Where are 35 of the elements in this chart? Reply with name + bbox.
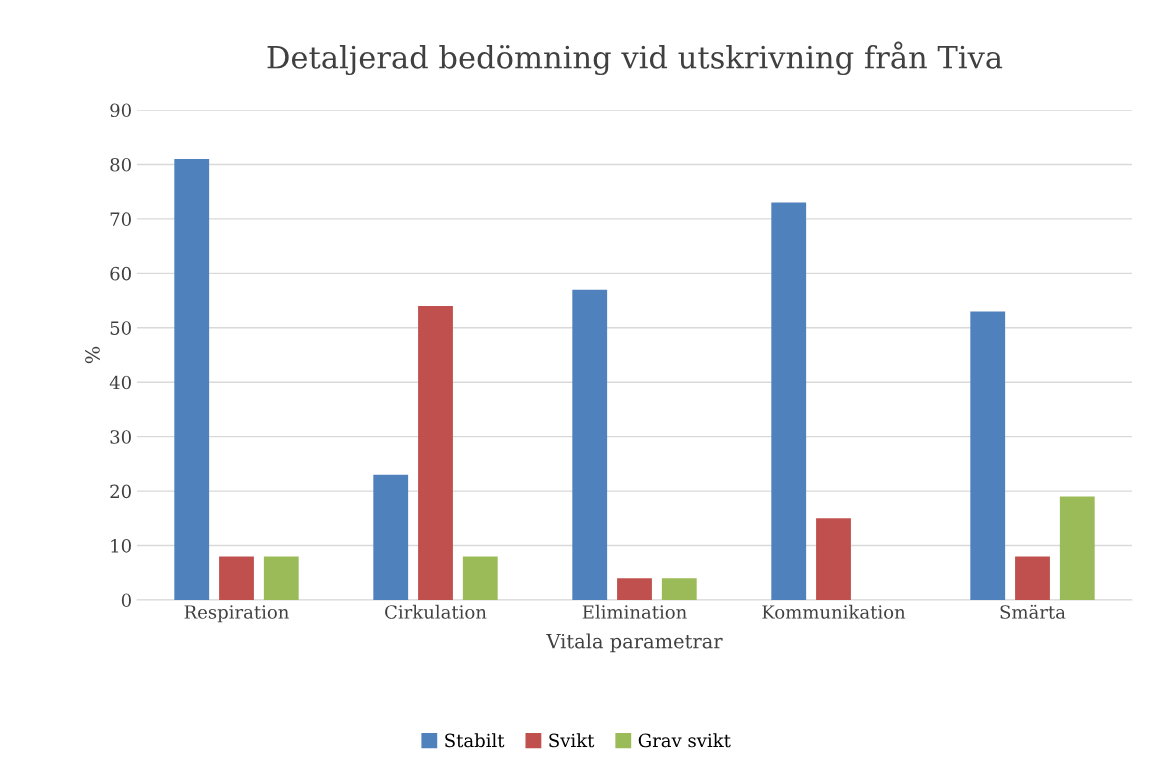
y-tick-label: 30 bbox=[110, 430, 131, 444]
y-tick-label: 50 bbox=[110, 321, 131, 335]
bar bbox=[617, 578, 652, 600]
bar bbox=[174, 159, 210, 600]
x-tick-label: Smärta bbox=[1000, 604, 1066, 619]
y-tick-label: 60 bbox=[110, 266, 131, 281]
bar bbox=[263, 556, 299, 600]
y-tick-label: 70 bbox=[110, 212, 131, 227]
chart-title: Detaljerad bedömning vid utskrivning från Tiva bbox=[267, 41, 1003, 76]
bar bbox=[1059, 496, 1095, 600]
bar bbox=[816, 518, 851, 600]
legend-label: Svikt bbox=[549, 733, 595, 748]
y-tick-label: 0 bbox=[121, 593, 131, 608]
legend-label: Grav svikt bbox=[638, 733, 731, 748]
x-tick-label: Elimination bbox=[582, 604, 687, 619]
y-tick-label: 10 bbox=[111, 539, 131, 553]
y-tick-label: 40 bbox=[109, 375, 131, 390]
y-tick-label: 90 bbox=[110, 103, 131, 118]
y-tick-label: 80 bbox=[110, 157, 131, 172]
bar bbox=[219, 556, 254, 600]
bar bbox=[462, 556, 498, 600]
bar bbox=[373, 474, 409, 600]
x-tick-label: Cirkulation bbox=[385, 604, 487, 619]
y-tick-label: 20 bbox=[110, 484, 131, 499]
bar bbox=[970, 311, 1006, 600]
bar bbox=[418, 306, 453, 600]
legend-label: Stabilt bbox=[445, 733, 505, 748]
bar bbox=[1015, 556, 1050, 600]
x-axis-title: Vitala parametrar bbox=[546, 633, 723, 653]
bar bbox=[661, 578, 697, 600]
x-tick-label: Kommunikation bbox=[762, 604, 906, 619]
bar bbox=[572, 289, 608, 600]
bar bbox=[771, 202, 807, 600]
x-tick-label: Respiration bbox=[184, 605, 289, 623]
y-axis-title: % bbox=[85, 346, 100, 364]
